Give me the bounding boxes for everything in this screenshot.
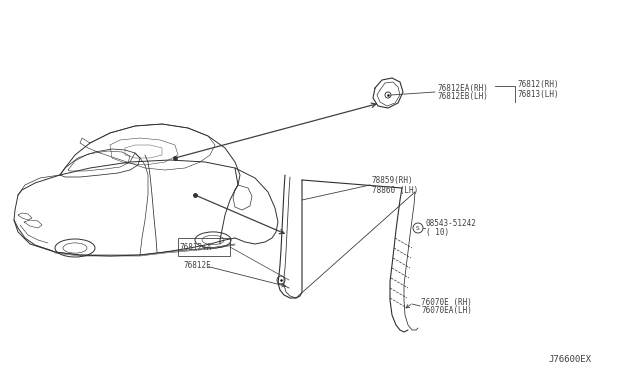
Text: 78859(RH): 78859(RH) [372,176,413,186]
Text: S: S [416,225,420,231]
Text: 76812E: 76812E [183,262,211,270]
Text: 76812EB(LH): 76812EB(LH) [437,93,488,102]
Text: 76070E (RH): 76070E (RH) [421,298,472,307]
Text: 78860 (LH): 78860 (LH) [372,186,419,195]
Text: 76813(LH): 76813(LH) [517,90,559,99]
Text: 76812EA(RH): 76812EA(RH) [437,83,488,93]
Text: 76812(RH): 76812(RH) [517,80,559,89]
Text: ( 10): ( 10) [426,228,449,237]
Text: 76070EA(LH): 76070EA(LH) [421,307,472,315]
Text: 76812+A: 76812+A [180,243,212,251]
Text: J76600EX: J76600EX [548,356,591,365]
Text: 08543-51242: 08543-51242 [426,219,477,228]
